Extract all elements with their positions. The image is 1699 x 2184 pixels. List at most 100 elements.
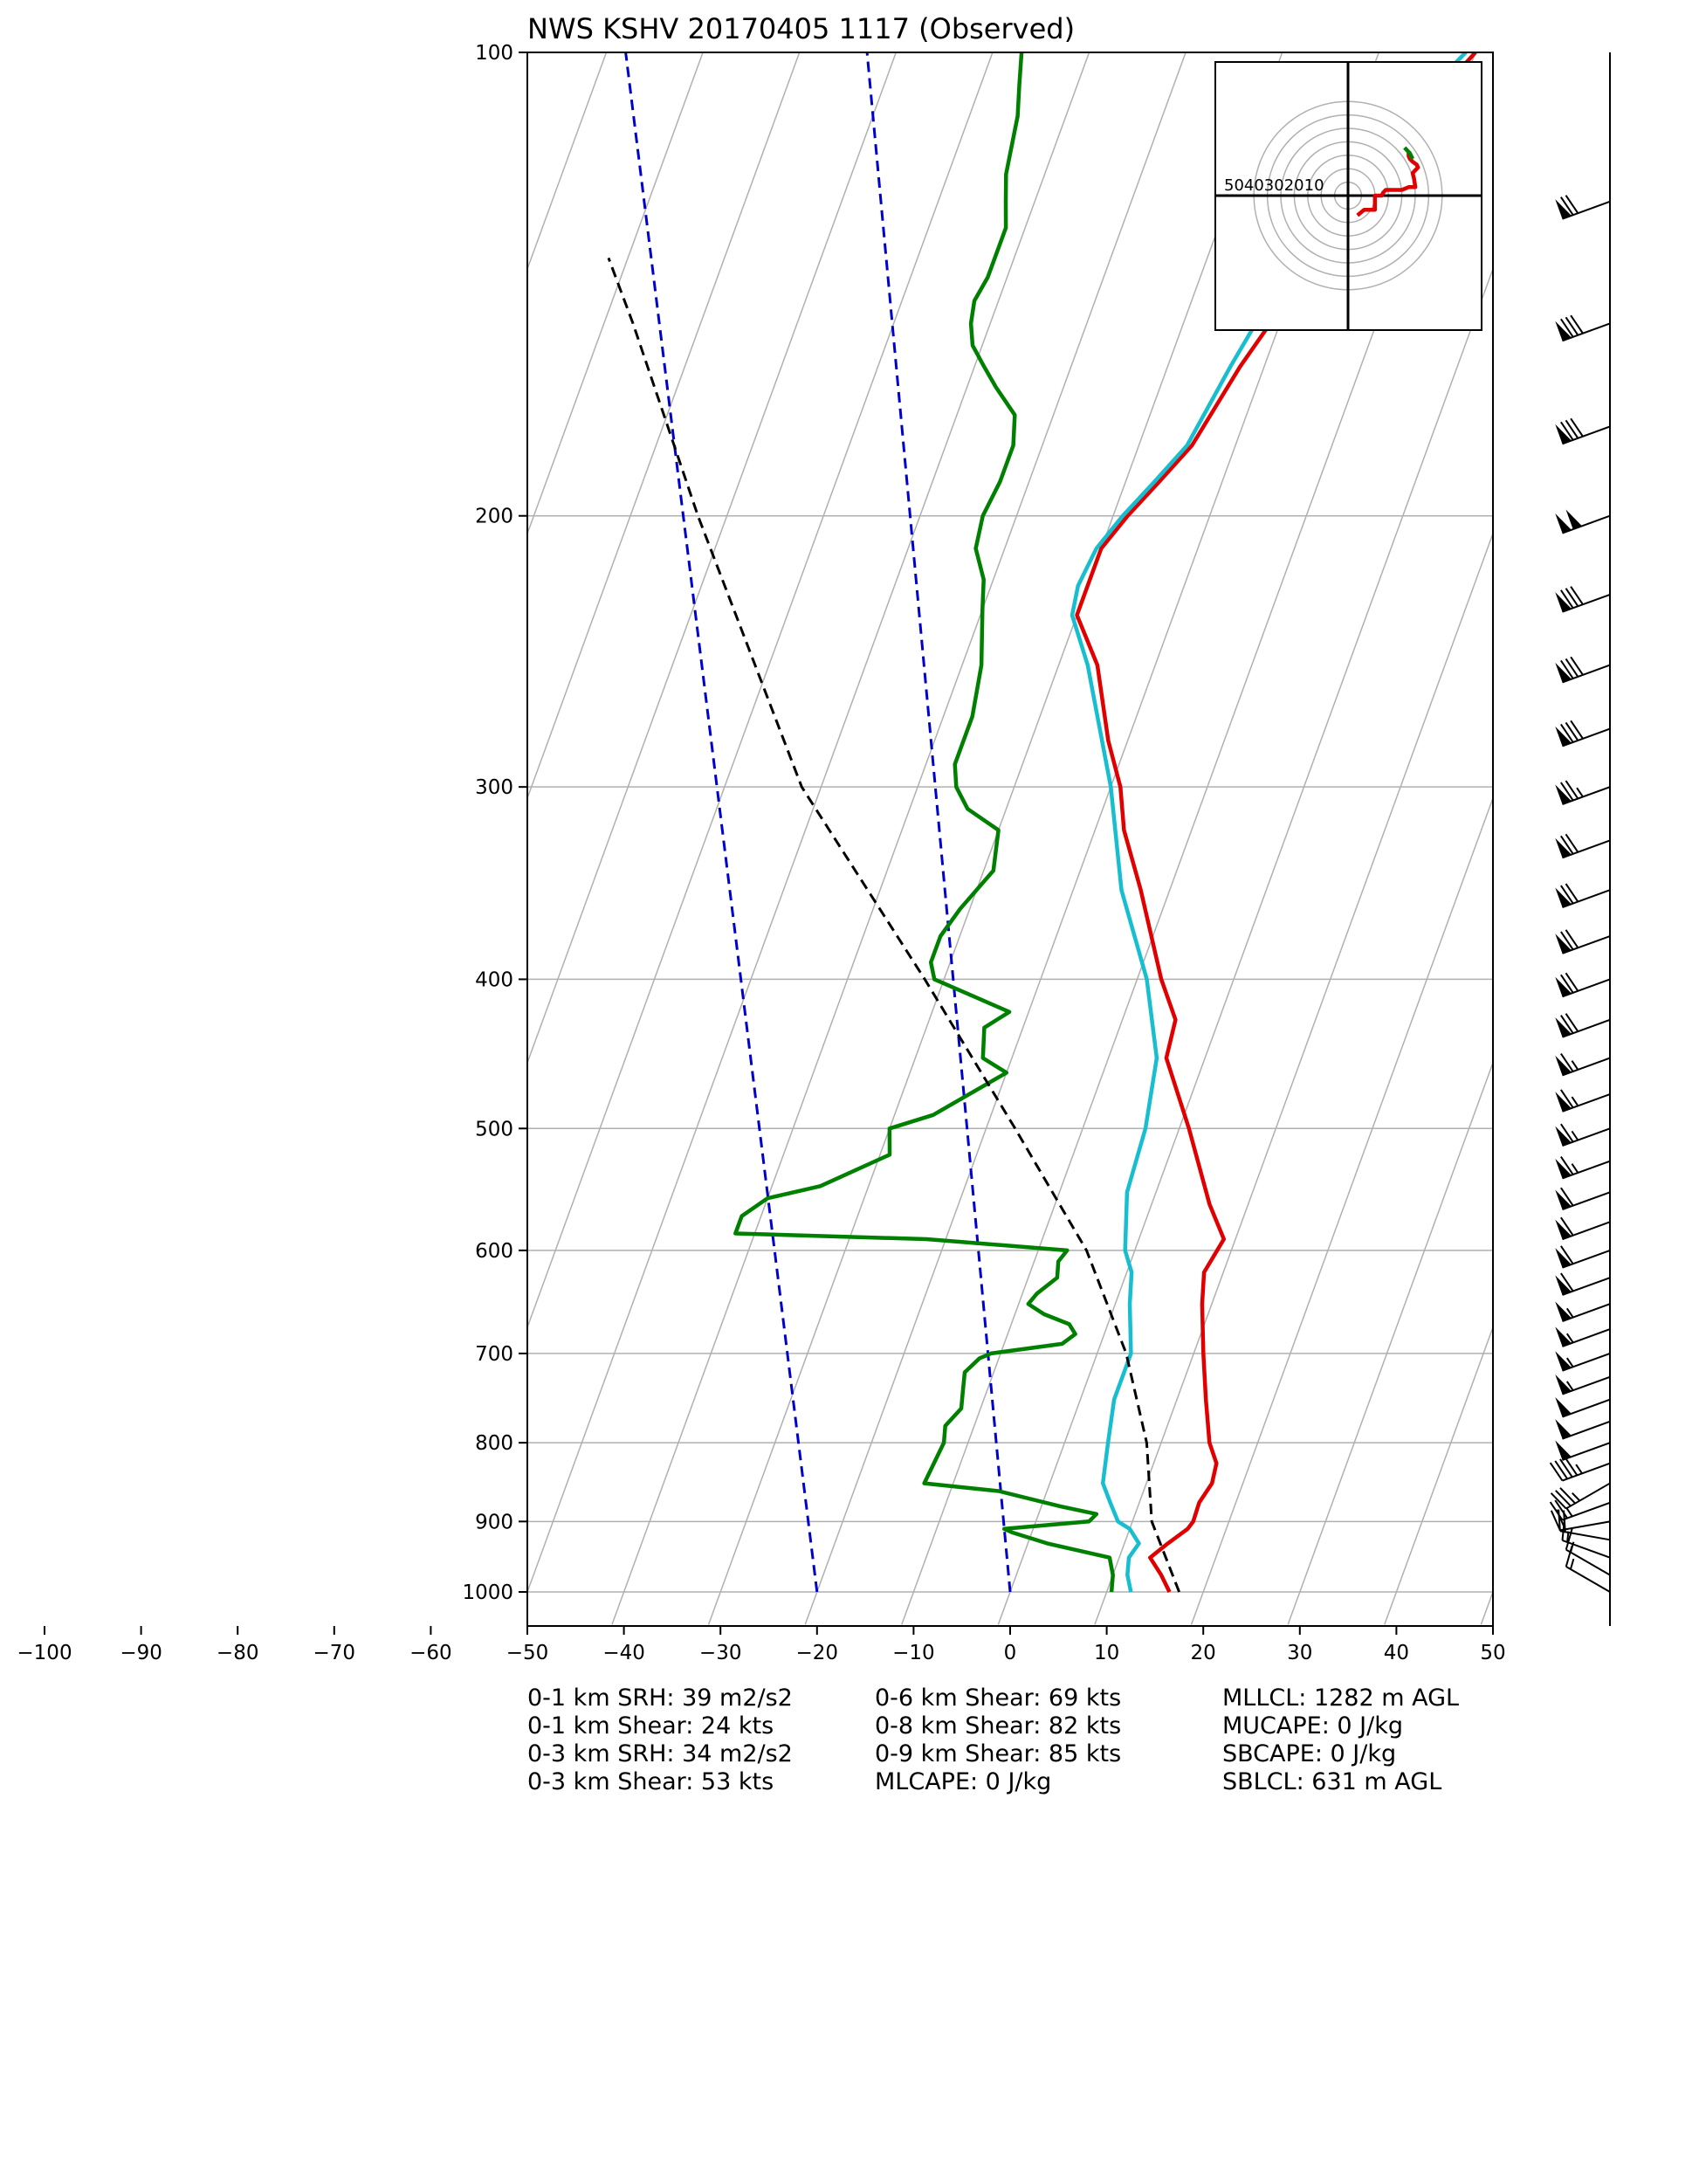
barb-full — [1549, 1462, 1564, 1482]
y-tick-label: 300 — [475, 776, 513, 799]
isotherm-line — [1190, 796, 1493, 1625]
barb-flag — [1555, 1275, 1572, 1295]
barb-flag — [1555, 424, 1572, 444]
wind-barb — [1555, 586, 1611, 613]
barb-shaft — [1562, 1127, 1611, 1147]
y-tick-label: 600 — [475, 1240, 513, 1263]
barb-full — [1565, 883, 1579, 903]
wind-barb — [1555, 1440, 1611, 1461]
barb-full — [1560, 723, 1574, 743]
y-tick-label: 100 — [475, 42, 513, 65]
wind-barb — [1555, 1326, 1611, 1347]
barb-full — [1560, 1216, 1574, 1237]
barb-flag — [1555, 1092, 1572, 1112]
x-tick-label: −40 — [602, 1642, 645, 1664]
barb-flag — [1555, 1017, 1572, 1037]
index-text: MLLCL: 1282 m AGL — [1222, 1685, 1459, 1712]
barb-full — [1554, 1460, 1568, 1480]
barb-flag — [1555, 513, 1572, 534]
wind-barbs — [1549, 52, 1611, 1626]
isotherm-line — [0, 52, 220, 1624]
wind-barb — [1555, 1123, 1611, 1147]
hodograph-trace-2 — [1403, 146, 1415, 160]
x-tick-label: −100 — [17, 1642, 72, 1664]
barb-shaft — [1562, 978, 1611, 998]
wind-barb — [1555, 195, 1611, 220]
wind-barb — [1555, 509, 1611, 534]
barb-half — [1571, 1060, 1579, 1071]
barb-shaft — [1562, 1328, 1611, 1347]
barb-flag — [1555, 934, 1572, 954]
y-tick-label: 1000 — [462, 1581, 513, 1604]
hodograph: 5040302010 — [1214, 61, 1482, 331]
wind-barb — [1549, 1457, 1611, 1482]
wind-barb — [1555, 972, 1611, 998]
isotherm-line — [0, 52, 510, 1624]
index-text: 0-9 km Shear: 85 kts — [875, 1740, 1121, 1767]
barb-flag — [1555, 1326, 1572, 1347]
barb-half — [1571, 1163, 1579, 1174]
wind-barb — [1555, 1216, 1611, 1241]
barb-half — [1575, 1464, 1583, 1474]
barb-shaft — [1562, 1398, 1611, 1418]
wind-barb — [1555, 1155, 1611, 1180]
barb-shaft — [1562, 727, 1611, 748]
isotherm-line — [707, 52, 1283, 1625]
y-tick-label: 800 — [475, 1432, 513, 1455]
barb-shaft — [1562, 1018, 1611, 1038]
x-tick-label: 50 — [1480, 1642, 1505, 1664]
barb-half — [1572, 1492, 1581, 1502]
wind-barb — [1555, 1245, 1611, 1269]
index-text: SBCAPE: 0 J/kg — [1222, 1740, 1396, 1767]
barb-shaft — [1562, 1057, 1611, 1077]
index-text: 0-1 km Shear: 24 kts — [527, 1712, 774, 1740]
barb-shaft — [1562, 1442, 1611, 1461]
isotherm-line — [1578, 52, 1699, 1624]
barb-flag — [1555, 726, 1572, 747]
barb-full — [1560, 1245, 1574, 1264]
isotherm-line — [1287, 1060, 1493, 1625]
index-text: 0-3 km SRH: 34 m2/s2 — [527, 1740, 793, 1767]
barb-shaft — [1565, 1548, 1611, 1576]
barb-flag — [1555, 887, 1572, 908]
barb-flag — [1555, 1301, 1572, 1322]
x-tick-label: −80 — [217, 1642, 259, 1664]
barb-flag — [1555, 1248, 1572, 1268]
barb-full — [1560, 1187, 1574, 1207]
barb-shaft — [1559, 1520, 1611, 1532]
barb-full — [1570, 656, 1584, 676]
wind-barb — [1555, 1187, 1611, 1211]
index-text: 0-3 km Shear: 53 kts — [527, 1768, 774, 1795]
y-tick-label: 500 — [475, 1118, 513, 1140]
wind-barb — [1555, 1089, 1611, 1113]
barb-full — [1565, 419, 1579, 439]
barb-half — [1570, 1558, 1575, 1570]
x-tick-label: −20 — [796, 1642, 839, 1664]
index-text: 0-8 km Shear: 82 kts — [875, 1712, 1121, 1740]
wind-barb — [1555, 1351, 1611, 1372]
barb-flag — [1555, 320, 1572, 341]
chart-title: NWS KSHV 20170405 1117 (Observed) — [527, 12, 1075, 45]
barb-full — [1560, 885, 1574, 905]
index-text: 0-6 km Shear: 69 kts — [875, 1685, 1121, 1712]
barb-shaft — [1562, 1249, 1611, 1269]
barb-half — [1565, 1333, 1574, 1344]
x-tick-label: −50 — [506, 1642, 549, 1664]
barb-flag — [1555, 1158, 1572, 1179]
x-tick-label: 30 — [1287, 1642, 1312, 1664]
barb-flag — [1555, 1126, 1572, 1147]
barb-shaft — [1562, 1539, 1611, 1559]
barb-full — [1560, 835, 1574, 855]
barb-full — [1560, 318, 1574, 338]
barb-shaft — [1565, 1482, 1611, 1510]
barb-full — [1565, 929, 1579, 948]
isotherm-line — [0, 52, 317, 1624]
x-tick-label: 10 — [1094, 1642, 1119, 1664]
barb-flag — [1555, 1419, 1572, 1439]
barb-shaft — [1562, 1501, 1611, 1521]
barb-shaft — [1562, 1303, 1611, 1322]
hodograph-trace-1 — [1356, 151, 1420, 217]
wind-barb — [1555, 1272, 1611, 1296]
barb-full — [1560, 782, 1574, 802]
barb-flag — [1555, 784, 1572, 805]
